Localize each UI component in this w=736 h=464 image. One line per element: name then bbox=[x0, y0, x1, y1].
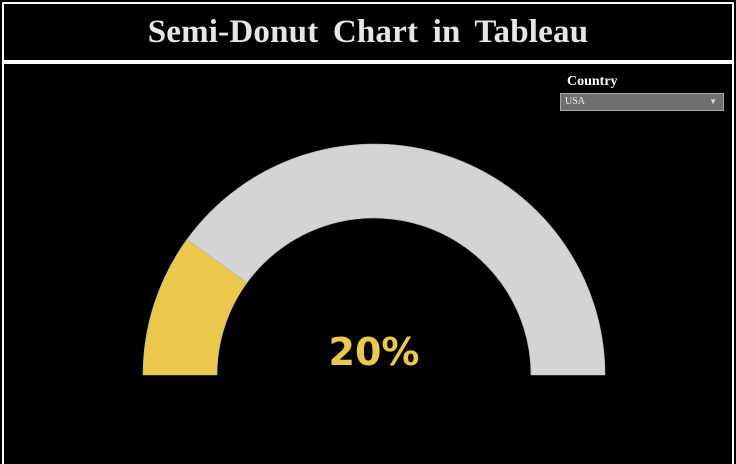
semi-donut-chart: 20% bbox=[142, 143, 606, 376]
country-filter-label: Country bbox=[567, 74, 618, 89]
dashboard-title-bar: Semi-Donut Chart in Tableau bbox=[2, 2, 734, 62]
semi-donut-value-label: 20% bbox=[329, 330, 420, 374]
country-filter-dropdown[interactable]: USA ▼ bbox=[560, 93, 724, 111]
chevron-down-icon[interactable]: ▼ bbox=[709, 97, 717, 106]
semi-donut-remaining-slice[interactable] bbox=[186, 143, 606, 376]
dashboard-canvas: Country USA ▼ 20% bbox=[2, 62, 734, 464]
dashboard-title: Semi-Donut Chart in Tableau bbox=[147, 13, 589, 50]
country-filter-value: USA bbox=[565, 96, 586, 107]
